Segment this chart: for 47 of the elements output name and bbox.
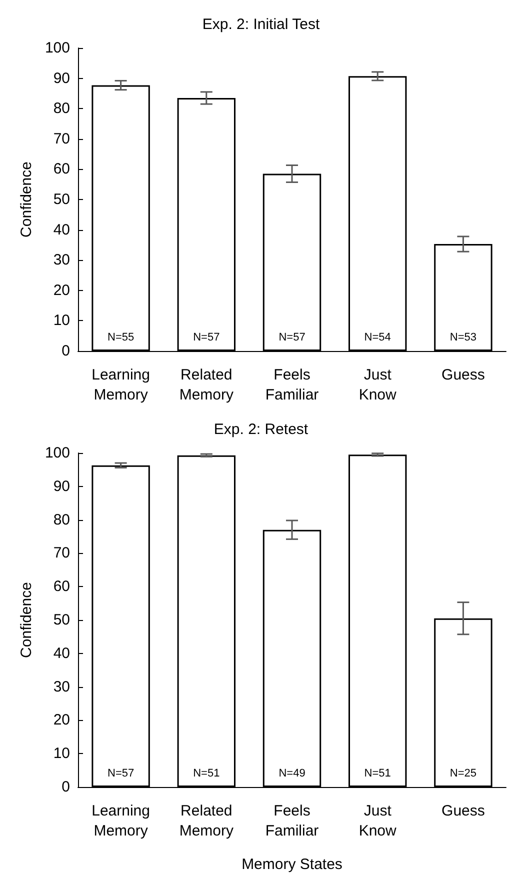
y-axis-title: Confidence [18,582,35,658]
x-tick-label: Related Memory [179,802,234,840]
annotation: N=54 [364,332,391,344]
x-tick-label: Guess [442,802,485,820]
y-tick-label: 90 [53,70,70,87]
x-axis-title: Memory States [242,856,342,873]
y-tick-label: 40 [53,221,70,238]
annotation: N=53 [450,332,477,344]
annotation: N=55 [107,332,134,344]
annotation: N=57 [278,332,306,344]
y-tick-label: 70 [53,130,70,148]
x-tick-label: Just Know [358,802,397,840]
x-tick-label: Guess [442,366,485,384]
y-tick-label: 0 [62,342,70,360]
x-tick-label: Related Memory [179,366,234,404]
x-tick-label: Feels Familiar [265,366,319,404]
y-tick-label: 0 [62,778,70,796]
y-tick-label: 30 [53,252,70,269]
x-tick-label: Feels Familiar [265,802,319,840]
y-tick-label: 50 [53,191,70,208]
x-tick-label: Learning Memory [92,366,150,404]
y-tick-label: 10 [53,745,70,762]
y-tick-label: 40 [53,644,70,662]
y-tick-label: 60 [53,160,70,178]
y-tick-label: 60 [53,578,70,596]
annotation: N=49 [278,768,306,780]
x-tick-label: Just Know [358,366,397,404]
x-tick-label: Learning Memory [92,802,150,840]
y-tick-label: 70 [53,544,70,562]
chart-title: Exp. 2: Initial Test [202,16,320,33]
y-tick-label: 100 [44,444,70,462]
y-tick-label: 80 [53,100,70,118]
y-tick-label: 20 [53,712,70,729]
y-tick-label: 80 [53,511,70,528]
y-tick-label: 50 [53,612,70,628]
y-axis-title: Confidence [18,162,35,238]
y-tick-label: 30 [53,678,70,696]
chart-title: Exp. 2: Retest [214,421,309,438]
y-tick-label: 100 [44,40,70,56]
annotation: N=57 [193,332,220,344]
y-tick-label: 90 [53,478,70,495]
annotation: N=51 [364,768,391,780]
annotation: N=57 [107,768,134,780]
annotation: N=25 [450,768,477,780]
y-tick-label: 20 [53,282,70,299]
annotation: N=51 [193,768,220,780]
y-tick-label: 10 [53,312,70,330]
